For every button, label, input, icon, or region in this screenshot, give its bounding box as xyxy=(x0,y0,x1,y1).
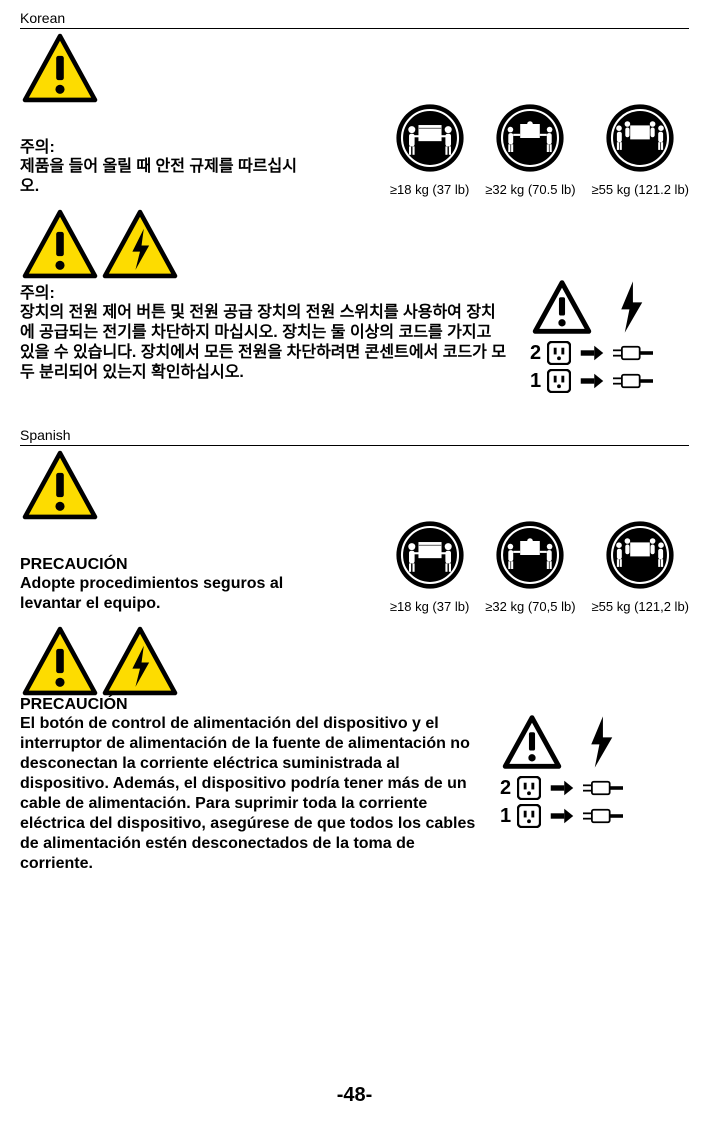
plug-number: 1 xyxy=(530,370,541,393)
plug-diagram: 2 1 xyxy=(530,279,662,397)
korean-section: Korean 주의: 제품을 들어 올릴 때 안전 규제를 따르십시오. ≥18… xyxy=(20,10,689,397)
spanish-caution2-row: El botón de control de alimentación del … xyxy=(20,714,689,874)
arrow-right-icon xyxy=(577,372,607,390)
plug-number: 2 xyxy=(530,342,541,365)
plug-warning-icons xyxy=(530,279,662,335)
lift-4-person-icon xyxy=(605,103,675,173)
lang-label-korean: Korean xyxy=(20,10,689,29)
plug-diagram: 2 1 xyxy=(500,714,632,832)
lift-caption: ≥32 kg (70,5 lb) xyxy=(485,599,575,614)
spanish-caution2-title: PRECAUCIÓN xyxy=(20,696,689,714)
lift-caption: ≥55 kg (121,2 lb) xyxy=(592,599,689,614)
lift-caption: ≥18 kg (37 lb) xyxy=(390,182,469,197)
warning-bolt-triangle-icon xyxy=(100,626,180,696)
korean-caution2-text: 주의: 장치의 전원 제어 버튼 및 전원 공급 장치의 전원 스위치를 사용하… xyxy=(20,279,510,383)
warning-triangle-small-icon xyxy=(500,714,564,770)
lift-caption: ≥55 kg (121.2 lb) xyxy=(592,182,689,197)
plug-icon xyxy=(613,371,653,391)
lift-item-2: ≥32 kg (70,5 lb) xyxy=(485,520,575,614)
outlet-icon xyxy=(517,804,541,828)
plug-row-2: 2 xyxy=(530,341,662,365)
lift-caption: ≥18 kg (37 lb) xyxy=(390,599,469,614)
korean-caution1-row: 주의: 제품을 들어 올릴 때 안전 규제를 따르십시오. ≥18 kg (37… xyxy=(20,103,689,197)
caution-body: El botón de control de alimentación del … xyxy=(20,714,480,874)
warning-triangle-icon xyxy=(20,450,100,520)
lift-item-2: ≥32 kg (70.5 lb) xyxy=(485,103,575,197)
lift-4-person-icon xyxy=(605,520,675,590)
caution-body: 제품을 들어 올릴 때 안전 규제를 따르십시오. xyxy=(20,157,300,197)
outlet-icon xyxy=(547,341,571,365)
lift-item-1: ≥18 kg (37 lb) xyxy=(390,520,469,614)
arrow-right-icon xyxy=(547,807,577,825)
warning-triangle-icon xyxy=(20,209,100,279)
plug-number: 1 xyxy=(500,805,511,828)
plug-row-1: 1 xyxy=(530,369,662,393)
bolt-icon xyxy=(568,714,632,770)
plug-row-1: 1 xyxy=(500,804,632,828)
lift-2-person-icon xyxy=(395,520,465,590)
lift-item-3: ≥55 kg (121.2 lb) xyxy=(592,103,689,197)
arrow-right-icon xyxy=(577,344,607,362)
lang-label-spanish: Spanish xyxy=(20,427,689,446)
warning-triangle-icon xyxy=(20,33,100,103)
bolt-icon xyxy=(598,279,662,335)
korean-caution2-row: 주의: 장치의 전원 제어 버튼 및 전원 공급 장치의 전원 스위치를 사용하… xyxy=(20,279,689,397)
outlet-icon xyxy=(547,369,571,393)
caution-title: PRECAUCIÓN xyxy=(20,696,689,714)
plug-icon xyxy=(583,806,623,826)
spanish-caution1-block xyxy=(20,450,689,520)
caution-title: PRECAUCIÓN xyxy=(20,556,320,574)
warning-triangle-icon xyxy=(20,626,100,696)
plug-row-2: 2 xyxy=(500,776,632,800)
lift-2-person-icon xyxy=(395,103,465,173)
plug-icon xyxy=(613,343,653,363)
arrow-right-icon xyxy=(547,779,577,797)
lift-icons-row: ≥18 kg (37 lb) ≥32 kg (70.5 lb) ≥55 kg (… xyxy=(390,103,689,197)
lift-icons-row: ≥18 kg (37 lb) ≥32 kg (70,5 lb) ≥55 kg (… xyxy=(390,520,689,614)
caution-title: 주의: xyxy=(20,279,510,303)
spanish-caution1-text: PRECAUCIÓN Adopte procedimientos seguros… xyxy=(20,556,320,614)
spanish-section: Spanish PRECAUCIÓN Adopte procedimientos… xyxy=(20,427,689,874)
plug-icon xyxy=(583,778,623,798)
plug-warning-icons xyxy=(500,714,632,770)
dual-warning-icons xyxy=(20,626,689,696)
korean-caution1-block xyxy=(20,33,689,103)
caution-body: Adopte procedimientos seguros al levanta… xyxy=(20,574,320,614)
spanish-caution2-text: El botón de control de alimentación del … xyxy=(20,714,480,874)
dual-warning-icons xyxy=(20,209,689,279)
lift-item-1: ≥18 kg (37 lb) xyxy=(390,103,469,197)
plug-number: 2 xyxy=(500,777,511,800)
page-number: -48- xyxy=(337,1084,373,1107)
warning-triangle-small-icon xyxy=(530,279,594,335)
outlet-icon xyxy=(517,776,541,800)
lift-3-person-icon xyxy=(495,103,565,173)
caution-title: 주의: xyxy=(20,133,300,157)
caution-body: 장치의 전원 제어 버튼 및 전원 공급 장치의 전원 스위치를 사용하여 장치… xyxy=(20,303,510,383)
lift-caption: ≥32 kg (70.5 lb) xyxy=(485,182,575,197)
warning-bolt-triangle-icon xyxy=(100,209,180,279)
lift-item-3: ≥55 kg (121,2 lb) xyxy=(592,520,689,614)
lift-3-person-icon xyxy=(495,520,565,590)
korean-caution1-text: 주의: 제품을 들어 올릴 때 안전 규제를 따르십시오. xyxy=(20,133,300,197)
spanish-caution1-row: PRECAUCIÓN Adopte procedimientos seguros… xyxy=(20,520,689,614)
